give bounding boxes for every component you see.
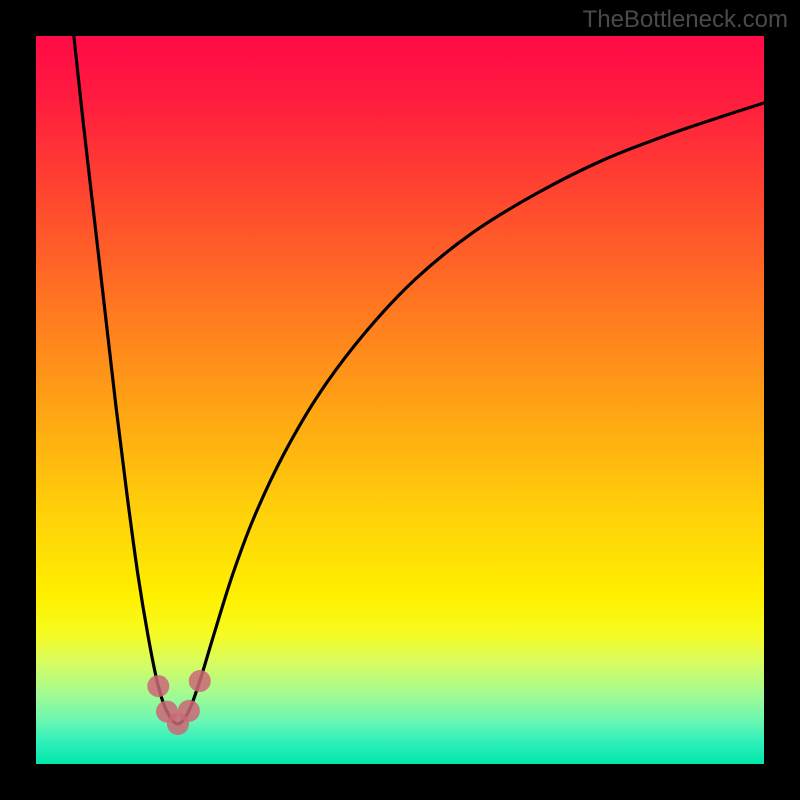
figure-container: TheBottleneck.com: [0, 0, 800, 800]
watermark-text: TheBottleneck.com: [583, 6, 788, 34]
plot-svg: [36, 36, 764, 764]
gradient-background: [36, 36, 764, 764]
curve-marker: [147, 675, 169, 697]
plot-area: [36, 36, 764, 764]
curve-marker: [178, 700, 200, 722]
curve-marker: [189, 670, 211, 692]
